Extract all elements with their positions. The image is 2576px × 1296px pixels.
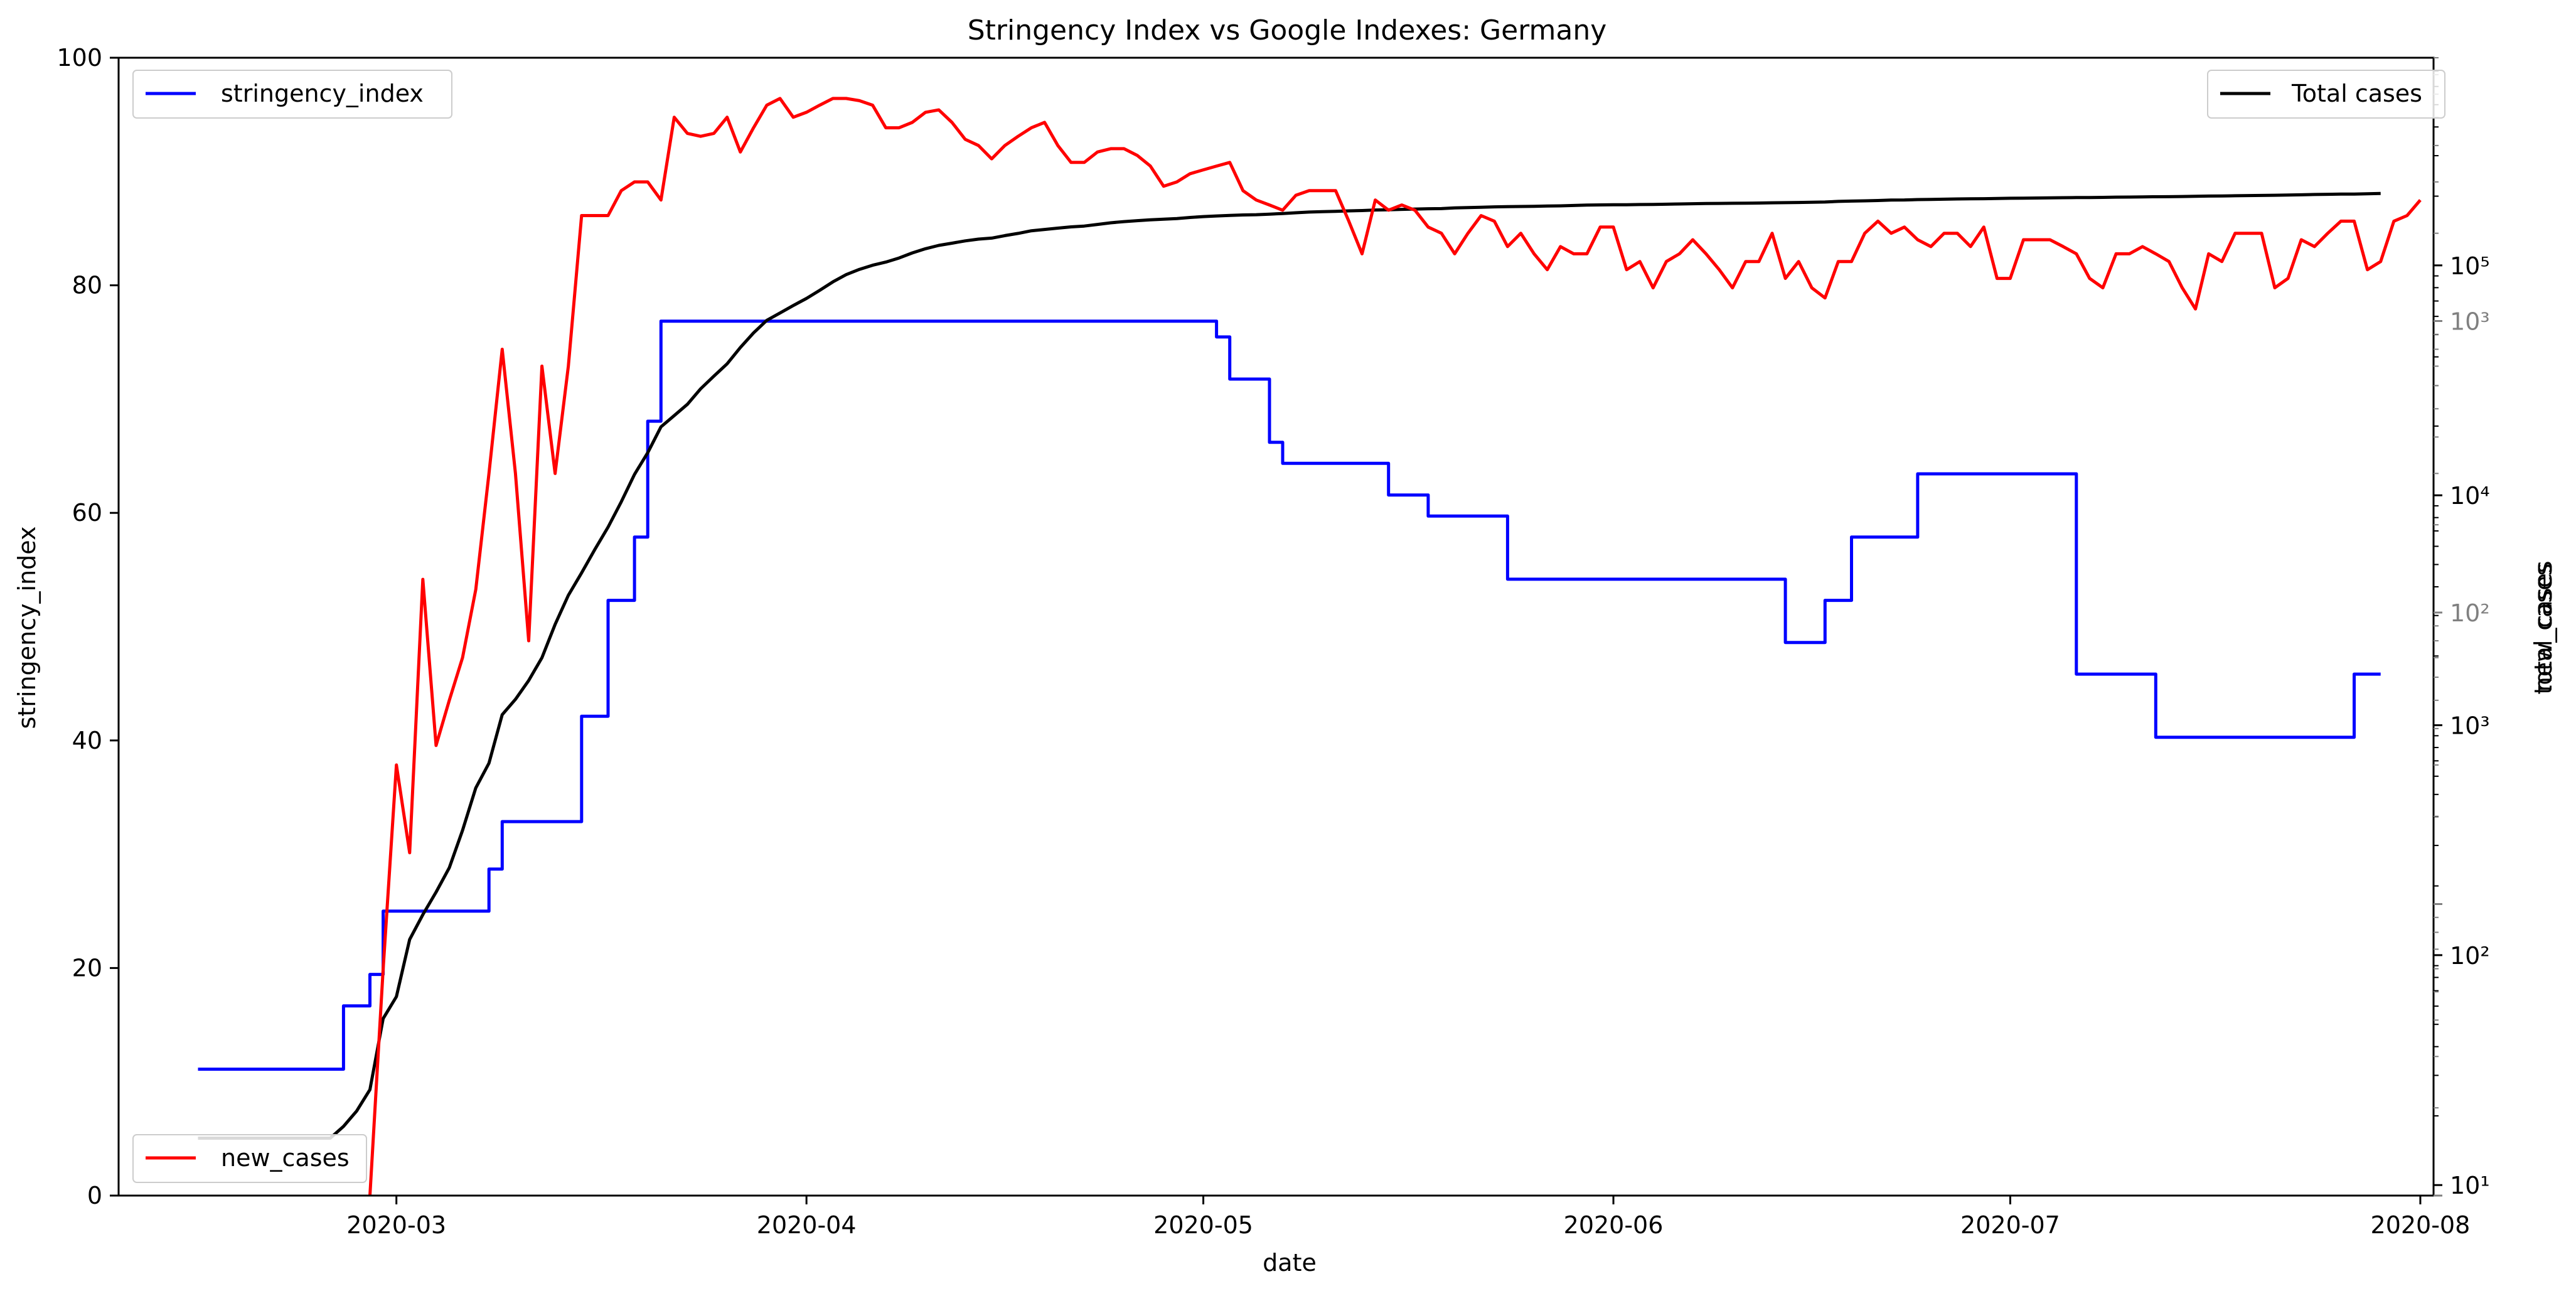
y-right-new-tick-label: 10² xyxy=(2450,599,2490,627)
y-left-tick-label: 20 xyxy=(72,954,102,982)
plot-frame xyxy=(117,56,2435,1197)
series-line-total-cases xyxy=(198,191,2381,1140)
legend-total-cases: Total cases xyxy=(2207,70,2445,119)
y-axis-right-label-total: total_cases xyxy=(2530,560,2557,694)
y-right-new-tick-label: 10³ xyxy=(2450,308,2490,335)
y-axis-left: 0 20 40 60 80 100 xyxy=(56,44,119,1209)
y-axis-right-label-new: new_cases xyxy=(2530,564,2557,692)
series-line-new-cases xyxy=(368,97,2422,1196)
y-axis-right-total: 10¹ 10² 10³ 10⁴ 10⁵ xyxy=(2434,57,2490,1199)
legend-total-label: Total cases xyxy=(2291,80,2422,107)
x-tick-label: 2020-06 xyxy=(1564,1211,1664,1239)
legend-new-label: new_cases xyxy=(221,1144,350,1172)
series-line-stringency-index xyxy=(198,319,2381,1071)
y-right-total-tick-label: 10⁵ xyxy=(2450,252,2490,280)
legend-stringency: stringency_index xyxy=(132,70,452,119)
y-left-tick-label: 100 xyxy=(56,44,102,72)
y-left-tick-label: 80 xyxy=(72,272,102,299)
y-left-tick-label: 0 xyxy=(87,1182,102,1209)
x-tick-label: 2020-04 xyxy=(757,1211,857,1239)
y-right-total-tick-label: 10⁴ xyxy=(2450,482,2490,510)
legend-stringency-label: stringency_index xyxy=(221,80,424,107)
y-axis-left-label: stringency_index xyxy=(13,527,41,729)
legend-new-cases: new_cases xyxy=(132,1134,367,1183)
y-left-tick-label: 40 xyxy=(72,727,102,754)
y-right-total-tick-label: 10¹ xyxy=(2450,1172,2490,1199)
x-tick-label: 2020-07 xyxy=(1960,1211,2060,1239)
y-axis-right-new: 10² 10³ xyxy=(2434,57,2490,1197)
y-right-total-tick-label: 10² xyxy=(2450,942,2490,970)
x-tick-label: 2020-03 xyxy=(346,1211,446,1239)
chart-title: Stringency Index vs Google Indexes: Germ… xyxy=(968,14,1607,46)
y-right-total-tick-label: 10³ xyxy=(2450,712,2490,740)
y-left-tick-label: 60 xyxy=(72,499,102,527)
x-tick-label: 2020-08 xyxy=(2371,1211,2471,1239)
x-tick-label: 2020-05 xyxy=(1153,1211,1253,1239)
x-axis-label: date xyxy=(1263,1249,1317,1277)
series-layer xyxy=(198,97,2422,1196)
x-axis: 2020-03 2020-04 2020-05 2020-06 2020-07 2020-… xyxy=(346,1196,2470,1239)
